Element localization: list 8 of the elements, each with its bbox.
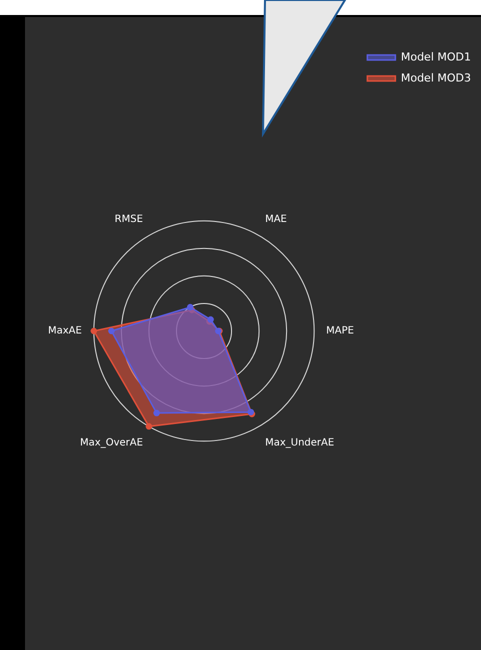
spoke-label: MaxAE	[48, 326, 82, 337]
spoke-label: Max_OverAE	[80, 437, 143, 448]
legend-label: Model MOD3	[400, 71, 472, 84]
spoke-label: RMSE	[114, 214, 143, 225]
spoke-label: MAE	[265, 214, 287, 225]
spoke-label: Max_UnderAE	[265, 437, 334, 448]
legend-label: Model MOD1	[400, 50, 472, 64]
spoke-label: MAPE	[326, 326, 354, 337]
